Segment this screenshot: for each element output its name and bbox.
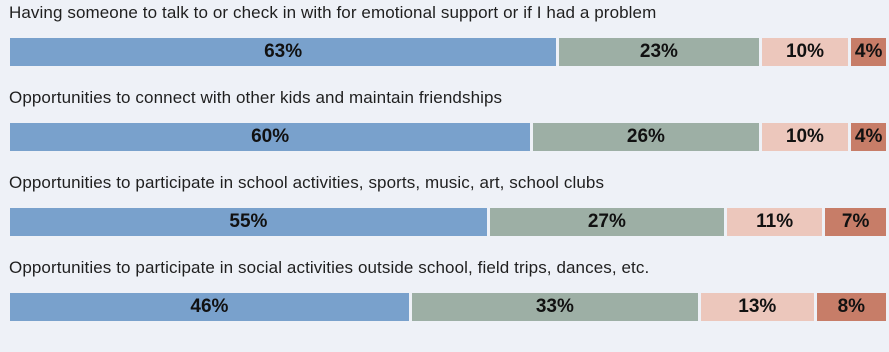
bar-segment: 33% (411, 293, 698, 321)
bar-segment: 10% (761, 123, 849, 151)
bar-segment: 23% (559, 38, 759, 66)
row-label: Opportunities to connect with other kids… (9, 88, 503, 107)
bar-row: 60% 26% 10% 4% (10, 123, 886, 151)
row-label: Having someone to talk to or check in wi… (9, 3, 657, 22)
bar-segment: 27% (489, 208, 724, 236)
bar-segment: 63% (10, 38, 557, 66)
bar-segment: 10% (761, 38, 849, 66)
bar-segment: 8% (816, 293, 886, 321)
bar-segment: 13% (700, 293, 814, 321)
bar-segment: 11% (726, 208, 823, 236)
bar-segment: 26% (533, 123, 759, 151)
bar-segment: 4% (851, 123, 886, 151)
bar-segment: 60% (10, 123, 531, 151)
bar-row: 55% 27% 11% 7% (10, 208, 886, 236)
bar-segment: 46% (10, 293, 409, 321)
row-label: Opportunities to participate in school a… (9, 173, 605, 192)
bar-row: 63% 23% 10% 4% (10, 38, 886, 66)
bar-segment: 4% (851, 38, 886, 66)
bar-segment: 7% (825, 208, 886, 236)
row-label: Opportunities to participate in social a… (9, 258, 650, 277)
bar-segment: 55% (10, 208, 487, 236)
bar-row: 46% 33% 13% 8% (10, 293, 886, 321)
